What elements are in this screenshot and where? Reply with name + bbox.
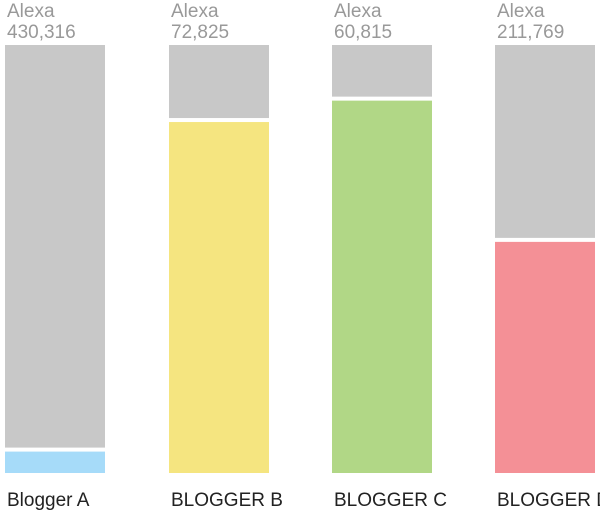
alexa-label-2: Alexa [171,1,219,22]
category-label-3: BLOGGER C [334,490,447,511]
bar-fill-1 [5,451,105,473]
bar-track-2 [169,45,269,119]
alexa-rank-1: 430,316 [7,22,76,43]
alexa-rank-2: 72,825 [171,22,229,43]
bar-track-1 [5,45,105,448]
category-label-1: Blogger A [7,490,90,511]
bar-track-4 [495,45,595,238]
bar-fill-4 [495,241,595,473]
alexa-label-4: Alexa [497,1,545,22]
bar-fill-2 [169,122,269,473]
bar-track-3 [332,45,432,97]
alexa-label-1: Alexa [7,1,55,22]
category-label-2: BLOGGER B [171,490,283,511]
alexa-rank-3: 60,815 [334,22,392,43]
category-label-4: BLOGGER D [497,490,600,511]
alexa-rank-4: 211,769 [497,22,564,43]
bar-fill-3 [332,100,432,473]
bars-group [5,45,595,473]
alexa-label-3: Alexa [334,1,382,22]
